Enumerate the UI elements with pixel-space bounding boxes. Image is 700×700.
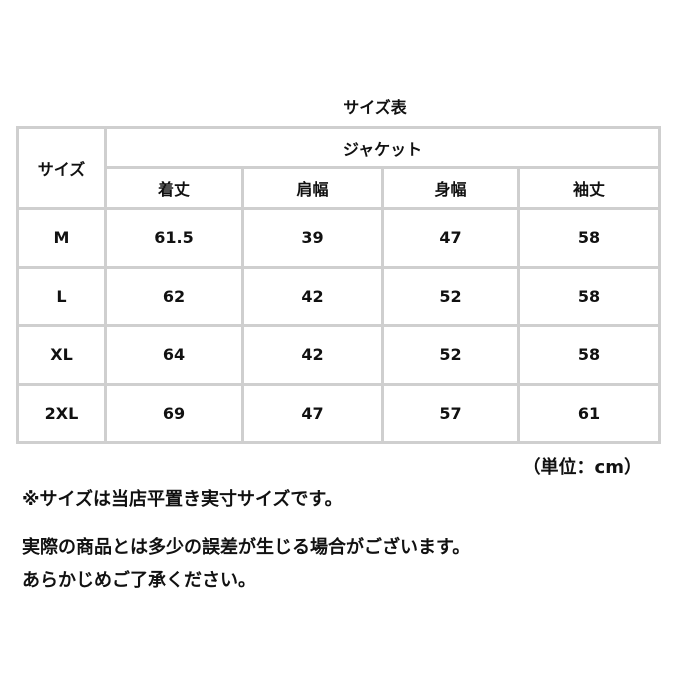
table-row: XL 64 42 52 58 [16, 324, 662, 386]
column-header: 袖丈 [516, 166, 662, 210]
value-cell: 61 [516, 382, 662, 444]
value-cell: 58 [516, 324, 662, 386]
column-header: 身幅 [381, 166, 520, 210]
value-cell: 58 [516, 207, 662, 269]
note-line: 実際の商品とは多少の誤差が生じる場合がございます。 [22, 537, 471, 558]
value-cell: 42 [241, 265, 384, 327]
value-cell: 58 [516, 265, 662, 327]
column-header: 着丈 [104, 166, 244, 210]
size-header: サイズ [16, 126, 107, 210]
value-cell: 62 [104, 265, 244, 327]
group-header: ジャケット [103, 126, 662, 169]
value-cell: 47 [241, 382, 384, 444]
value-cell: 52 [381, 265, 520, 327]
size-cell: 2XL [16, 382, 107, 444]
value-cell: 47 [381, 207, 520, 269]
value-cell: 52 [381, 324, 520, 386]
table-row: 2XL 69 47 57 61 [16, 382, 662, 444]
note-line: ※サイズは当店平置き実寸サイズです。 [22, 489, 343, 510]
table-title: サイズ表 [343, 98, 407, 117]
value-cell: 69 [104, 382, 244, 444]
size-cell: XL [16, 324, 107, 386]
value-cell: 42 [241, 324, 384, 386]
table-row: M 61.5 39 47 58 [16, 207, 662, 269]
value-cell: 61.5 [104, 207, 244, 269]
size-cell: L [16, 265, 107, 327]
value-cell: 39 [241, 207, 384, 269]
table-row: L 62 42 52 58 [16, 265, 662, 327]
unit-label: （単位：cm） [522, 457, 642, 478]
value-cell: 64 [104, 324, 244, 386]
value-cell: 57 [381, 382, 520, 444]
size-table: サイズ ジャケット 着丈 肩幅 身幅 袖丈 M 61.5 39 47 58 L … [16, 126, 662, 444]
size-cell: M [16, 207, 107, 269]
note-line: あらかじめご了承ください。 [22, 570, 256, 591]
column-header: 肩幅 [241, 166, 384, 210]
